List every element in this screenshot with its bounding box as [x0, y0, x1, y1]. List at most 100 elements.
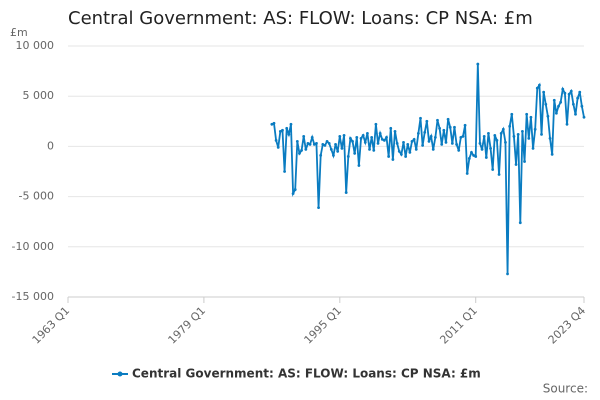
- data-point: [459, 135, 463, 139]
- data-point: [287, 132, 291, 136]
- data-point: [323, 143, 327, 147]
- data-point: [580, 104, 584, 108]
- data-point: [276, 146, 280, 149]
- data-point: [342, 133, 346, 137]
- data-point: [554, 111, 558, 115]
- data-point: [448, 125, 452, 129]
- data-point: [327, 141, 331, 145]
- data-line: [271, 64, 585, 274]
- data-point: [298, 152, 301, 155]
- data-point: [518, 221, 522, 225]
- data-point: [436, 118, 439, 122]
- data-point: [295, 139, 299, 143]
- data-point: [355, 135, 359, 139]
- data-point: [552, 98, 556, 102]
- legend-marker: [117, 371, 123, 377]
- y-tick-label: 0: [47, 139, 54, 152]
- data-point: [523, 160, 526, 163]
- data-point: [542, 90, 546, 94]
- data-point: [563, 91, 567, 95]
- data-point: [353, 152, 357, 155]
- data-point: [315, 141, 318, 145]
- data-point: [540, 132, 543, 136]
- data-point: [397, 150, 401, 153]
- data-point: [506, 272, 509, 276]
- data-point: [525, 112, 529, 116]
- data-point: [433, 135, 437, 139]
- data-point: [423, 130, 427, 134]
- data-point: [325, 139, 329, 143]
- data-point: [510, 112, 514, 116]
- source: Source:: [543, 382, 588, 396]
- data-point: [344, 191, 348, 194]
- data-point: [319, 154, 323, 157]
- data-point: [425, 119, 429, 123]
- data-point: [487, 131, 490, 135]
- data-point: [340, 147, 344, 150]
- data-point: [571, 102, 575, 106]
- data-point: [544, 102, 548, 106]
- data-point: [484, 156, 488, 159]
- data-point: [306, 141, 310, 145]
- data-point: [442, 128, 446, 132]
- data-point: [321, 142, 325, 146]
- data-point: [508, 124, 512, 128]
- data-point: [476, 62, 480, 66]
- data-point: [351, 139, 354, 143]
- data-point: [366, 131, 369, 135]
- data-point: [370, 135, 374, 139]
- data-point: [391, 158, 395, 161]
- data-point: [546, 114, 550, 118]
- data-point: [493, 133, 497, 137]
- data-point: [334, 142, 337, 146]
- y-tick-label: -5 000: [19, 190, 54, 203]
- data-point: [478, 141, 482, 145]
- data-point: [567, 92, 571, 96]
- data-point: [472, 154, 475, 157]
- data-point: [535, 86, 539, 90]
- data-point: [450, 141, 454, 145]
- legend-label: Central Government: AS: FLOW: Loans: CP …: [132, 367, 481, 381]
- data-point: [312, 142, 316, 146]
- data-point: [419, 116, 422, 120]
- data-point: [302, 134, 306, 138]
- data-point: [429, 134, 433, 138]
- data-point: [557, 104, 560, 108]
- data-point: [561, 87, 565, 91]
- data-point: [412, 137, 416, 141]
- data-point: [461, 134, 465, 138]
- data-point: [363, 140, 367, 144]
- data-point: [389, 126, 393, 130]
- data-point: [399, 153, 403, 156]
- data-point: [514, 163, 518, 166]
- data-point: [361, 133, 365, 137]
- x-tick-label: 1963 Q1: [30, 304, 73, 347]
- data-point: [359, 136, 363, 140]
- data-point: [283, 170, 286, 173]
- data-point: [393, 129, 397, 133]
- data-point: [408, 151, 412, 154]
- data-point: [402, 140, 405, 144]
- chart-title: Central Government: AS: FLOW: Loans: CP …: [68, 8, 533, 29]
- data-point: [550, 153, 554, 156]
- data-point: [404, 155, 408, 158]
- data-point: [569, 89, 573, 93]
- x-tick-label: 1979 Q1: [166, 304, 209, 347]
- data-point: [372, 149, 376, 152]
- data-point: [582, 115, 586, 119]
- data-point: [453, 125, 456, 129]
- y-tick-label: -15 000: [12, 290, 54, 303]
- data-point: [574, 112, 577, 116]
- data-point: [499, 131, 503, 135]
- data-point: [465, 172, 469, 175]
- data-point: [576, 96, 580, 100]
- data-point: [516, 132, 520, 136]
- data-point: [480, 148, 484, 151]
- data-point: [463, 123, 467, 127]
- x-tick-label: 2011 Q1: [437, 304, 480, 347]
- data-point: [491, 168, 495, 171]
- data-point: [368, 148, 371, 151]
- data-point: [293, 188, 297, 191]
- data-point: [346, 155, 350, 158]
- data-point: [349, 136, 352, 140]
